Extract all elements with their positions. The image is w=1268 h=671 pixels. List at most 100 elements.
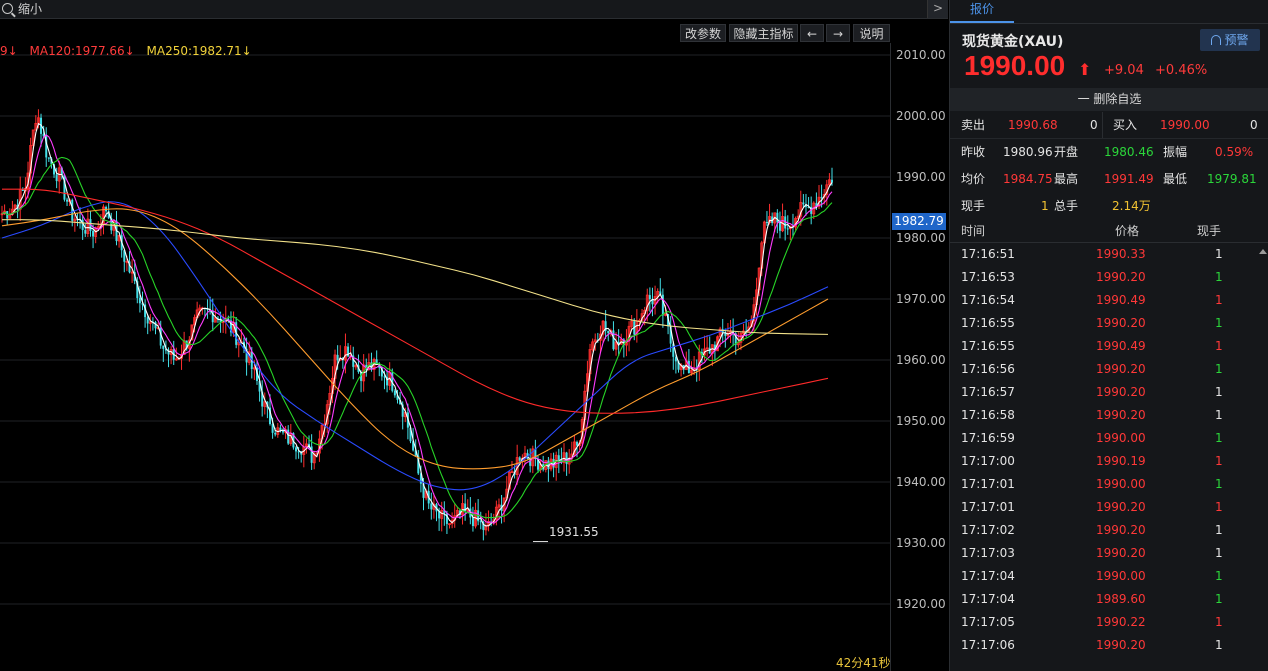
ma250-legend-item: MA250:1982.71↓	[146, 44, 252, 58]
candle-up	[440, 509, 444, 519]
tick-time: 17:16:57	[961, 385, 1015, 399]
ma60-line	[1, 201, 829, 491]
tick-time: 17:16:59	[961, 431, 1015, 445]
ticks-list[interactable]: 17:16:51 1990.33 1 17:16:53 1990.20 1 17:16:54…	[950, 243, 1255, 657]
candle-down	[128, 261, 131, 273]
candle-down	[674, 356, 677, 362]
candle-up	[174, 358, 178, 361]
candle-down	[211, 310, 214, 323]
ma20-line	[1, 156, 833, 519]
chart-top-bar: 缩小 >	[0, 0, 948, 19]
edit-params-button[interactable]: 改参数	[680, 24, 726, 42]
chart-area[interactable]: 缩小 > 改参数 隐藏主指标 ← → 说明 9↓ MA120:1977.66↓ …	[0, 0, 949, 671]
candle-up	[614, 341, 618, 350]
collapse-panel-button[interactable]: >	[927, 0, 948, 18]
tick-row: 17:17:04 1989.60 1	[950, 588, 1255, 611]
candle-down	[831, 179, 833, 183]
search-icon	[2, 3, 13, 14]
ticks-scrollbar[interactable]	[1255, 243, 1268, 671]
tab-quote[interactable]: 报价	[950, 0, 1014, 23]
candle-down	[227, 318, 230, 321]
candle-down	[771, 216, 774, 224]
candle-down	[557, 455, 560, 460]
candle-down	[380, 367, 383, 377]
candle-down	[804, 204, 807, 207]
candle-up	[705, 347, 709, 350]
candle-down	[576, 441, 579, 446]
tick-price: 1990.20	[1096, 408, 1146, 422]
candle-down	[565, 452, 568, 465]
tick-price: 1990.20	[1096, 500, 1146, 514]
candle-down	[713, 344, 716, 351]
price-axis-tick: 1950.00	[896, 414, 946, 428]
tick-volume: 1	[1215, 500, 1223, 514]
candle-down	[141, 303, 144, 305]
ticks-price-header: 价格	[1115, 224, 1140, 238]
candle-up	[34, 122, 38, 131]
tick-volume: 1	[1215, 477, 1223, 491]
tick-row: 17:16:55 1990.49 1	[950, 335, 1255, 358]
candle-down	[229, 320, 232, 333]
candle-up	[656, 291, 660, 297]
avg-label: 均价	[961, 172, 986, 186]
candle-down	[414, 450, 417, 456]
alert-label: 预警	[1224, 33, 1249, 47]
tick-volume: 1	[1215, 362, 1223, 376]
help-button[interactable]: 说明	[853, 24, 890, 42]
candle-down	[648, 295, 651, 300]
candle-up	[96, 226, 100, 229]
buy-label: 买入	[1113, 118, 1138, 132]
hide-main-indicator-button[interactable]: 隐藏主指标	[729, 24, 798, 42]
candle-down	[92, 230, 95, 237]
candlestick-chart[interactable]	[0, 0, 890, 671]
scroll-right-button[interactable]: →	[826, 24, 850, 42]
candle-down	[60, 167, 63, 175]
scroll-up-icon[interactable]	[1259, 249, 1267, 254]
ticks-header: 时间 价格 现手	[950, 220, 1268, 243]
tick-volume: 1	[1215, 339, 1223, 353]
candle-down	[383, 376, 386, 378]
tick-price: 1990.20	[1096, 316, 1146, 330]
candle-down	[617, 341, 620, 345]
sell-price: 1990.68	[1008, 118, 1058, 132]
sell-qty: 0	[1090, 118, 1098, 132]
price-alert-button[interactable]: 预警	[1200, 29, 1260, 51]
tick-time: 17:16:54	[961, 293, 1015, 307]
candle-up	[645, 294, 649, 311]
candle-down	[271, 424, 274, 433]
tick-price: 1989.60	[1096, 592, 1146, 606]
low-marker-label: 1931.55	[549, 525, 599, 539]
candle-up	[768, 216, 771, 223]
candle-down	[612, 330, 615, 350]
candle-down	[110, 218, 113, 231]
amplitude-value: 0.59%	[1215, 145, 1254, 159]
tick-price: 1990.00	[1096, 431, 1146, 445]
candle-down	[66, 199, 69, 202]
scroll-left-button[interactable]: ←	[800, 24, 824, 42]
candle-down	[185, 340, 188, 349]
tick-time: 17:17:03	[961, 546, 1015, 560]
candle-down	[370, 362, 373, 370]
candle-down	[518, 457, 521, 461]
tick-row: 17:16:54 1990.49 1	[950, 289, 1255, 312]
candle-down	[430, 503, 433, 510]
candle-up	[193, 317, 196, 326]
tick-price: 1990.00	[1096, 569, 1146, 583]
chart-tool-row: 改参数 隐藏主指标 ← → 说明	[0, 24, 890, 42]
ticks-time-header: 时间	[961, 224, 986, 238]
price-axis: 2010.00 2000.00 1990.00 1980.00 1970.00 1960.…	[890, 43, 949, 671]
candle-down	[669, 326, 672, 344]
tick-price: 1990.20	[1096, 638, 1146, 652]
ticks-volume-header: 现手	[1197, 224, 1222, 238]
tick-volume: 1	[1215, 638, 1223, 652]
open-label: 开盘	[1054, 145, 1079, 159]
candle-down	[378, 364, 381, 368]
zoom-out-button[interactable]: 缩小	[0, 0, 42, 18]
candle-down	[154, 322, 157, 329]
candle-down	[245, 348, 248, 363]
candle-down	[677, 361, 680, 370]
candle-up	[263, 401, 267, 407]
tick-volume: 1	[1215, 431, 1223, 445]
remove-watchlist-button[interactable]: 一 删除自选	[950, 88, 1268, 111]
current-volume-label: 现手	[961, 199, 986, 213]
